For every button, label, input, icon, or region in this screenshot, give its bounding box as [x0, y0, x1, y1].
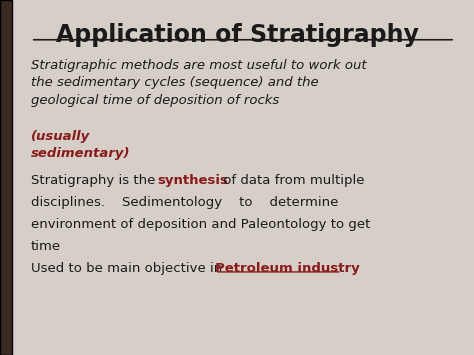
Text: Stratigraphy is the: Stratigraphy is the: [31, 174, 159, 187]
Text: disciplines.    Sedimentology    to    determine: disciplines. Sedimentology to determine: [31, 196, 338, 209]
Text: Stratigraphic methods are most useful to work out
the sedimentary cycles (sequen: Stratigraphic methods are most useful to…: [31, 59, 366, 106]
Text: (usually
sedimentary): (usually sedimentary): [31, 130, 130, 160]
Text: time: time: [31, 240, 61, 253]
Text: synthesis: synthesis: [158, 174, 229, 187]
Text: of data from multiple: of data from multiple: [219, 174, 364, 187]
Text: Application of Stratigraphy: Application of Stratigraphy: [55, 23, 419, 47]
Text: Used to be main objective in: Used to be main objective in: [31, 262, 226, 275]
FancyBboxPatch shape: [0, 0, 12, 355]
Text: Petroleum industry: Petroleum industry: [215, 262, 359, 275]
Text: environment of deposition and Paleontology to get: environment of deposition and Paleontolo…: [31, 218, 370, 231]
